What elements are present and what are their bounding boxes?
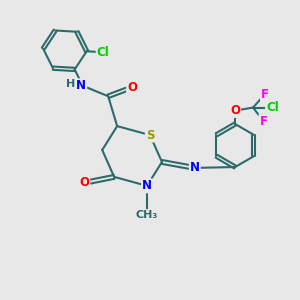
Text: H: H	[66, 79, 75, 89]
Text: F: F	[260, 115, 268, 128]
Text: F: F	[261, 88, 269, 101]
Text: N: N	[76, 79, 86, 92]
Text: S: S	[146, 129, 154, 142]
Text: Cl: Cl	[97, 46, 110, 59]
Text: CH₃: CH₃	[136, 210, 158, 220]
Text: O: O	[127, 81, 137, 94]
Text: N: N	[142, 179, 152, 192]
Text: O: O	[79, 176, 89, 189]
Text: O: O	[230, 104, 240, 117]
Text: N: N	[190, 161, 200, 174]
Text: Cl: Cl	[266, 101, 279, 114]
